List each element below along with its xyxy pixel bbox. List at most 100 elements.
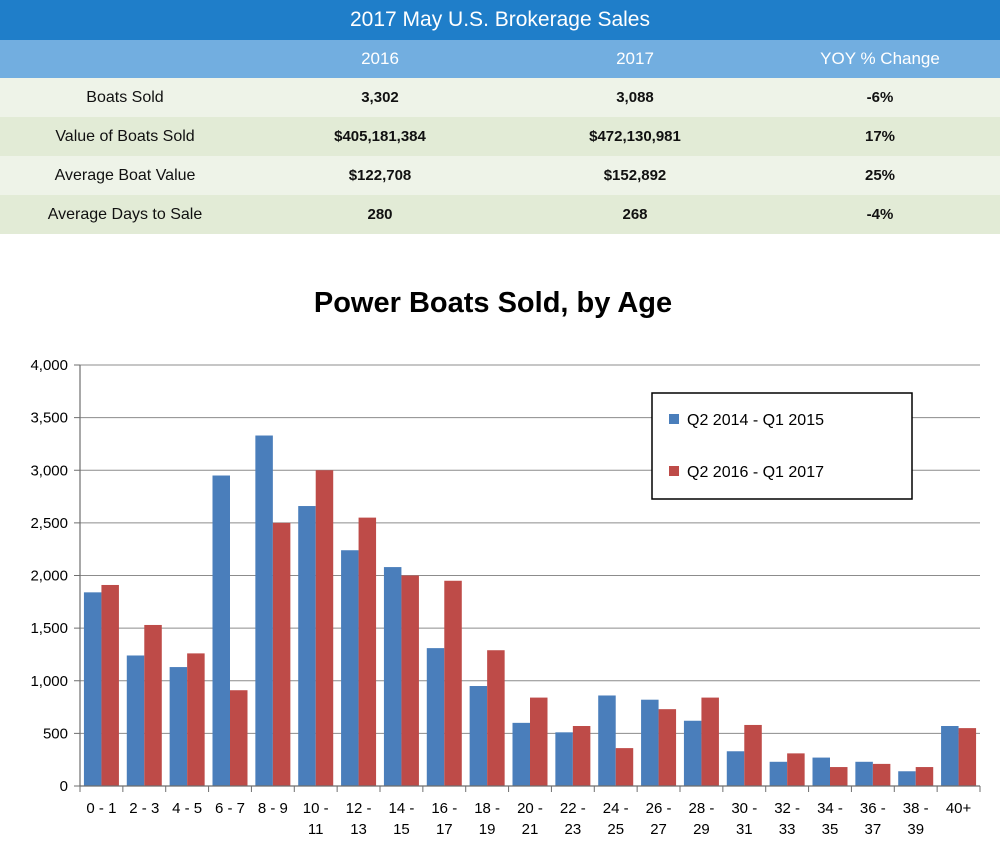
table-row: Value of Boats Sold $405,181,384 $472,13… <box>0 117 1000 156</box>
x-tick-label: 8 - 9 <box>258 800 288 817</box>
x-tick-label: 26 - <box>646 800 672 817</box>
cell-2017: 268 <box>622 206 648 223</box>
x-tick-label: 15 <box>393 821 410 838</box>
x-tick-label: 17 <box>436 821 453 838</box>
x-tick-label: 16 - <box>431 800 457 817</box>
x-tick-label: 30 - <box>731 800 757 817</box>
x-tick-label: 35 <box>822 821 839 838</box>
table-header-row: 2016 2017 YOY % Change <box>0 40 1000 78</box>
bar-series-2 <box>272 522 291 786</box>
bar-series-2 <box>744 724 762 786</box>
x-tick-label: 4 - 5 <box>172 800 202 817</box>
bar-series-2 <box>958 728 977 786</box>
cell-yoy: 25% <box>864 167 896 184</box>
bar-series-1 <box>126 655 145 786</box>
bar-series-2 <box>444 580 462 786</box>
x-tick-label: 32 - <box>774 800 800 817</box>
bar-series-2 <box>358 517 377 786</box>
x-tick-label: 29 <box>693 821 710 838</box>
cell-yoy: -6% <box>866 89 894 106</box>
header-cell-2016: 2016 <box>361 49 399 68</box>
bar-series-1 <box>769 761 788 786</box>
cell-2017: $152,892 <box>603 167 667 184</box>
bar-series-1 <box>255 435 273 786</box>
x-tick-label: 36 - <box>860 800 886 817</box>
table-row: Average Days to Sale 280 268 -4% <box>0 195 1000 234</box>
x-tick-label: 23 <box>565 821 582 838</box>
row-label: Average Boat Value <box>54 166 196 184</box>
bar-series-2 <box>144 624 162 786</box>
x-tick-label: 39 <box>907 821 924 838</box>
bar-series-2 <box>187 653 205 786</box>
x-tick-label: 24 - <box>603 800 629 817</box>
y-tick-label: 0 <box>60 778 68 795</box>
bar-series-1 <box>426 648 445 786</box>
bar-series-1 <box>683 720 702 786</box>
legend-swatch-series-2 <box>669 466 679 476</box>
y-tick-label: 3,500 <box>30 410 68 427</box>
chart-legend: Q2 2014 - Q1 2015 Q2 2016 - Q1 2017 <box>651 392 913 500</box>
bar-series-1 <box>298 506 316 786</box>
x-tick-label: 12 - <box>346 800 372 817</box>
cell-2017: $472,130,981 <box>589 128 681 145</box>
bar-series-1 <box>726 751 745 786</box>
bar-series-1 <box>341 550 359 786</box>
cell-2016: $405,181,384 <box>334 128 426 145</box>
chart-title: Power Boats Sold, by Age <box>314 287 672 319</box>
y-tick-label: 1,000 <box>30 673 68 690</box>
bar-series-2 <box>315 470 334 786</box>
x-tick-label: 37 <box>865 821 882 838</box>
bar-series-2 <box>915 767 934 786</box>
row-label: Average Days to Sale <box>47 205 203 223</box>
y-tick-label: 500 <box>43 725 68 742</box>
cell-2016: 280 <box>367 206 393 223</box>
bar-series-1 <box>512 722 530 786</box>
table-row: Average Boat Value $122,708 $152,892 25% <box>0 156 1000 195</box>
bar-series-2 <box>787 753 805 786</box>
cell-yoy: 17% <box>864 128 896 145</box>
header-cell-label <box>0 40 250 78</box>
x-tick-label: 28 - <box>688 800 714 817</box>
bar-series-1 <box>383 567 402 786</box>
x-tick-label: 19 <box>479 821 496 838</box>
y-tick-label: 2,000 <box>30 568 68 585</box>
bar-series-1 <box>898 771 916 786</box>
x-tick-label: 40+ <box>946 800 972 817</box>
bar-series-1 <box>555 732 573 786</box>
bar-series-1 <box>469 686 488 786</box>
x-axis-ticks: 0 - 1 2 - 3 4 - 5 6 - 7 8 - 9 10 - 11 12 - 13 14 … <box>79 786 981 838</box>
cell-2016: $122,708 <box>348 167 412 184</box>
x-tick-label: 0 - 1 <box>86 800 116 817</box>
row-label: Boats Sold <box>86 88 164 106</box>
bar-series-1 <box>812 757 830 786</box>
x-tick-label: 27 <box>650 821 667 838</box>
legend-label-series-2: Q2 2016 - Q1 2017 <box>687 464 824 481</box>
bar-series-2 <box>530 697 548 786</box>
y-axis-ticks: 0 500 1,000 1,500 2,000 2,500 3,000 3,500 4,000 <box>30 357 80 795</box>
bar-series-2 <box>830 767 848 786</box>
legend-box <box>651 392 913 500</box>
bar-series-1 <box>855 761 873 786</box>
bar-series-1 <box>598 695 616 786</box>
x-tick-label: 14 - <box>388 800 414 817</box>
bar-series-2 <box>701 697 719 786</box>
bar-series-2 <box>658 709 677 786</box>
chart-axes <box>79 365 980 787</box>
row-label: Value of Boats Sold <box>55 127 195 145</box>
y-tick-label: 4,000 <box>30 357 68 374</box>
x-tick-label: 11 <box>308 821 324 838</box>
x-tick-label: 13 <box>350 821 367 838</box>
bar-series-1 <box>641 699 659 786</box>
bar-series-2 <box>872 763 891 786</box>
x-tick-label: 38 - <box>903 800 929 817</box>
bar-series-1 <box>83 592 102 786</box>
table-row: Boats Sold 3,302 3,088 -6% <box>0 78 1000 117</box>
power-boats-chart: Power Boats Sold, by Age 0 500 1,000 1,500 2… <box>30 287 981 838</box>
y-tick-label: 3,000 <box>30 462 68 479</box>
x-tick-label: 31 <box>736 821 753 838</box>
header-cell-2017: 2017 <box>616 49 654 68</box>
legend-label-series-1: Q2 2014 - Q1 2015 <box>687 412 824 429</box>
x-tick-label: 2 - 3 <box>129 800 159 817</box>
bar-series-2 <box>101 584 119 786</box>
x-tick-label: 6 - 7 <box>215 800 245 817</box>
